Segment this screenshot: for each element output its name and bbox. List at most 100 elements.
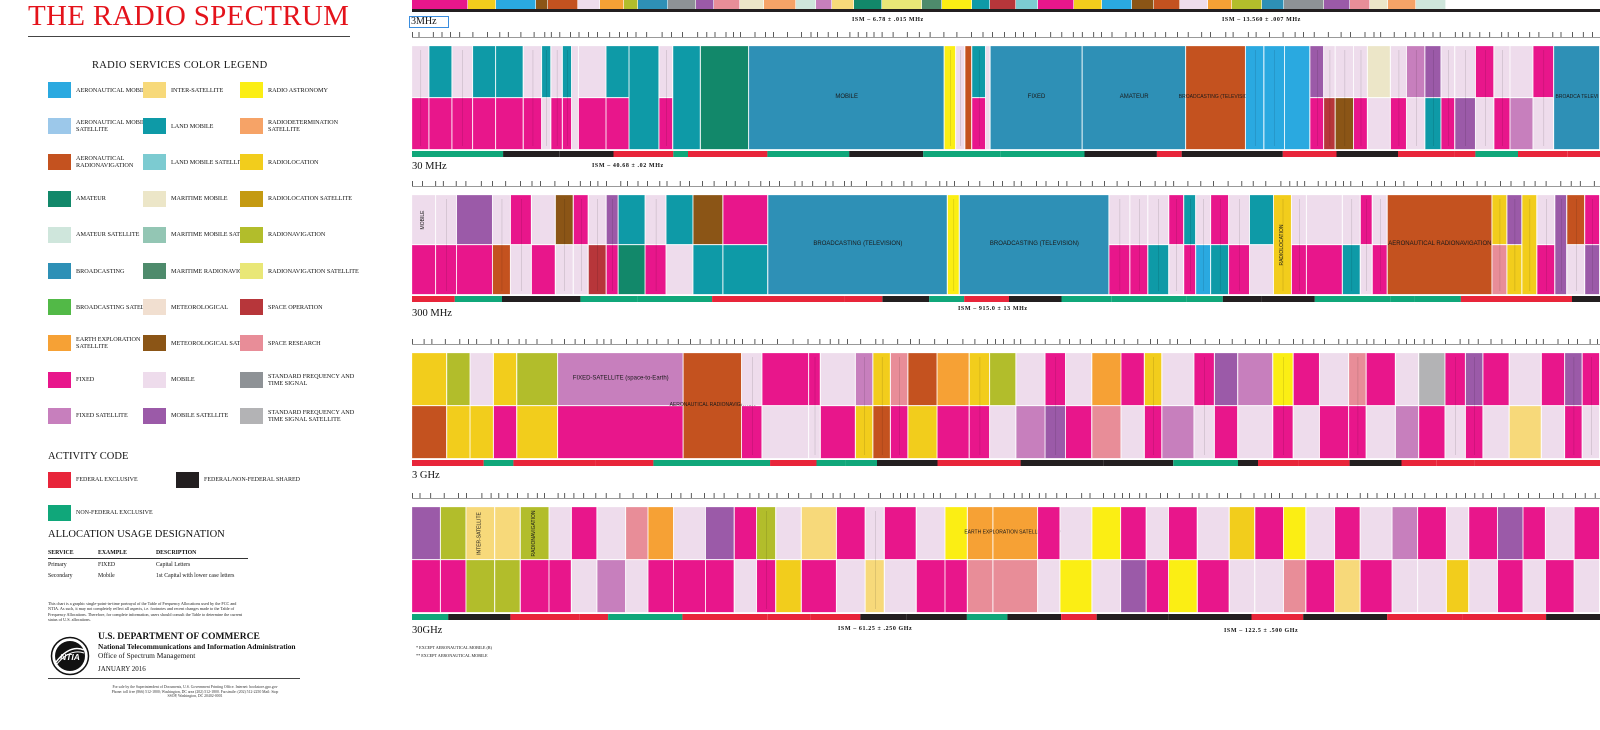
spectrum-tick <box>1510 181 1512 186</box>
spectrum-allocation-block <box>625 506 648 560</box>
spectrum-allocation-block <box>908 405 937 459</box>
spectrum-tick <box>832 493 834 498</box>
spectrum-tick <box>1020 339 1022 344</box>
spectrum-allocation-block <box>1441 45 1455 98</box>
footer-text: For sale by the Superintendent of Docume… <box>111 685 279 699</box>
legend-label: SPACE OPERATION <box>268 303 323 311</box>
spectrum-top-block <box>1102 0 1132 9</box>
spectrum-tick <box>1412 493 1413 498</box>
spectrum-tick <box>1111 32 1113 37</box>
spectrum-tick <box>847 339 848 344</box>
spectrum-allocation-block <box>1237 352 1273 406</box>
spectrum-tick <box>1423 339 1425 344</box>
spectrum-activity-bar <box>929 296 965 302</box>
spectrum-allocation-block <box>578 45 606 98</box>
spectrum-tick <box>1291 493 1293 498</box>
spectrum-allocation-block <box>597 506 626 560</box>
spectrum-tick <box>1398 339 1400 344</box>
spectrum-activity-bar <box>849 151 924 157</box>
spectrum-tick <box>550 32 552 37</box>
spectrum-block-label: EARTH EXPLORATION SATELLITE (passive) <box>964 530 1067 536</box>
spectrum-tick <box>860 339 862 344</box>
spectrum-allocation-block <box>412 352 447 406</box>
legend-swatch <box>48 335 71 352</box>
spectrum-allocation-block <box>1319 352 1349 406</box>
spectrum-allocation-block <box>1342 194 1361 245</box>
spectrum-allocation-block <box>673 559 706 613</box>
spectrum-tick <box>1081 32 1083 37</box>
spectrum-top-block <box>972 0 990 9</box>
legend-item: AERONAUTICAL MOBILE <box>48 82 168 98</box>
legend-item: FIXED SATELLITE <box>48 407 168 424</box>
spectrum-tick <box>1501 32 1503 37</box>
spectrum-allocation-block <box>531 194 556 245</box>
department-name: U.S. DEPARTMENT OF COMMERCE <box>98 632 260 642</box>
spectrum-allocation-block <box>1360 194 1372 245</box>
spectrum-allocation-block <box>573 194 588 245</box>
spectrum-tick <box>603 339 605 344</box>
spectrum-activity-bar <box>1401 460 1437 466</box>
spectrum-tick <box>606 181 607 186</box>
spectrum-allocation-block <box>1566 194 1585 245</box>
spectrum-tick <box>1373 339 1375 344</box>
spectrum-allocation-block <box>971 45 986 98</box>
spectrum-tick <box>704 493 705 498</box>
spectrum-allocation-block <box>1228 244 1250 295</box>
spectrum-allocation-block <box>1454 97 1476 150</box>
spectrum-tick <box>881 181 883 186</box>
spectrum-tick <box>619 493 621 498</box>
spectrum-activity-bar <box>1000 151 1085 157</box>
spectrum-tick <box>1366 339 1368 344</box>
spectrum-allocation-block <box>557 405 683 459</box>
spectrum-tick <box>1545 181 1547 186</box>
spectrum-allocation-block <box>916 559 945 613</box>
spectrum-allocation-block <box>693 194 723 245</box>
spectrum-allocation-block <box>1254 559 1284 613</box>
spectrum-allocation-block <box>466 506 495 560</box>
spectrum-tick <box>1241 181 1243 186</box>
spectrum-activity-bar <box>1518 151 1568 157</box>
spectrum-activity-bar <box>1474 460 1525 466</box>
spectrum-activity-bar <box>767 614 811 620</box>
legend-item: BROADCASTING SATELLITE <box>48 299 168 316</box>
spectrum-tick <box>1552 32 1554 37</box>
spectrum-tick <box>666 181 668 186</box>
spectrum-activity-bar <box>1111 296 1187 302</box>
spectrum-tick <box>956 32 958 37</box>
spectrum-top-activity-bar <box>412 9 1600 12</box>
spectrum-tick <box>844 181 845 186</box>
spectrum-tick <box>1523 181 1525 186</box>
spectrum-tick <box>1122 493 1123 498</box>
spectrum-tick <box>1204 339 1206 344</box>
legend-label: RADIOLOCATION <box>268 158 319 166</box>
spectrum-allocation-block <box>985 45 990 150</box>
spectrum-activity-bar <box>1349 460 1402 466</box>
spectrum-allocation-block <box>1037 559 1060 613</box>
spectrum-allocation-block <box>700 45 749 150</box>
spectrum-allocation-block <box>1229 506 1255 560</box>
spectrum-allocation-block <box>1183 244 1196 295</box>
spectrum-tick <box>533 32 535 37</box>
spectrum-allocation-block <box>1584 194 1600 245</box>
spectrum-allocation-block <box>1545 559 1574 613</box>
spectrum-top-block <box>548 0 578 9</box>
spectrum-allocation-block <box>723 244 768 295</box>
spectrum-allocation-block <box>945 506 968 560</box>
legend-swatch <box>143 299 166 316</box>
spectrum-tick <box>1305 493 1307 498</box>
spectrum-allocation-block <box>1483 352 1509 406</box>
spectrum-tick <box>1343 181 1344 186</box>
spectrum-tick <box>544 493 545 498</box>
spectrum-allocation-block <box>993 506 1038 560</box>
spectrum-tick <box>682 32 683 37</box>
spectrum-tick <box>656 339 658 344</box>
spectrum-tick <box>726 339 728 344</box>
spectrum-allocation-block <box>494 506 521 560</box>
spectrum-activity-bar <box>1103 460 1174 466</box>
spectrum-allocation-block <box>1475 97 1494 150</box>
spectrum-allocation-block <box>618 244 645 295</box>
spectrum-tick <box>1003 493 1005 498</box>
spectrum-allocation-block <box>1483 405 1509 459</box>
spectrum-allocation-block <box>1016 405 1045 459</box>
spectrum-tick <box>962 339 964 344</box>
